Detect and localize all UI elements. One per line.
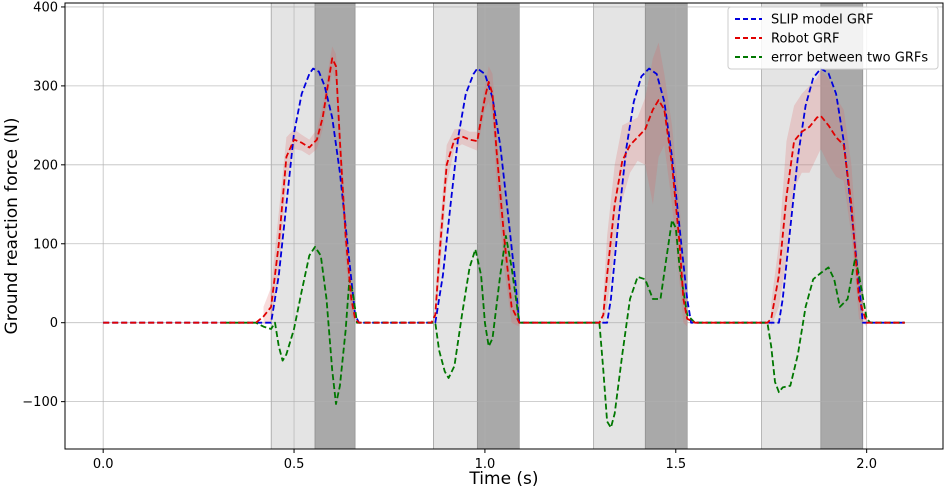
x-tick-label: 1.0 bbox=[475, 457, 496, 472]
y-tick-label: 100 bbox=[33, 237, 58, 252]
x-tick-label: 2.0 bbox=[856, 457, 877, 472]
legend-label-error: error between two GRFs bbox=[771, 51, 928, 66]
span-light-4 bbox=[593, 2, 646, 450]
plot-frame bbox=[64, 2, 944, 450]
span-dark-3 bbox=[476, 2, 520, 450]
y-tick-label: 200 bbox=[33, 158, 58, 173]
span-light-2 bbox=[433, 2, 478, 450]
y-tick-label: 400 bbox=[33, 0, 58, 15]
y-tick-label: −100 bbox=[22, 395, 58, 410]
slip-model-grf-line bbox=[103, 67, 905, 324]
x-tick-label: 0.0 bbox=[93, 457, 114, 472]
robot-grf-line bbox=[103, 57, 905, 324]
legend-label-robot: Robot GRF bbox=[771, 32, 839, 47]
legend: SLIP model GRF Robot GRF error between t… bbox=[727, 6, 939, 70]
legend-label-slip: SLIP model GRF bbox=[771, 13, 874, 28]
series-lines bbox=[103, 57, 905, 429]
x-ticks: 0.0 0.5 1.0 1.5 2.0 bbox=[93, 449, 877, 472]
x-tick-label: 1.5 bbox=[665, 457, 686, 472]
x-axis-label: Time (s) bbox=[468, 469, 538, 489]
y-ticks: −100 0 100 200 300 400 bbox=[22, 0, 65, 410]
y-axis-label: Ground reaction force (N) bbox=[2, 118, 22, 335]
robot-grf-band-2 bbox=[603, 42, 688, 327]
y-tick-label: 300 bbox=[33, 79, 58, 94]
robot-grf-band-1 bbox=[435, 66, 520, 327]
x-tick-label: 0.5 bbox=[284, 457, 305, 472]
robot-grf-band-3 bbox=[771, 70, 867, 327]
legend-box bbox=[727, 6, 939, 70]
span-dark-7 bbox=[820, 2, 864, 450]
span-light-6 bbox=[761, 2, 822, 450]
y-tick-label: 0 bbox=[50, 316, 58, 331]
